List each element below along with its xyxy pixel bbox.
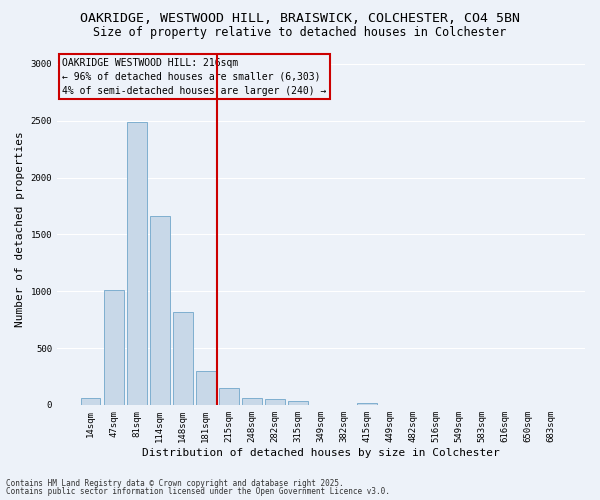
Bar xyxy=(288,402,308,405)
Y-axis label: Number of detached properties: Number of detached properties xyxy=(15,131,25,326)
Bar xyxy=(219,388,239,405)
Text: Size of property relative to detached houses in Colchester: Size of property relative to detached ho… xyxy=(94,26,506,39)
Bar xyxy=(357,402,377,405)
Bar xyxy=(242,398,262,405)
Bar xyxy=(265,399,284,405)
Bar xyxy=(81,398,100,405)
Text: OAKRIDGE WESTWOOD HILL: 216sqm
← 96% of detached houses are smaller (6,303)
4% o: OAKRIDGE WESTWOOD HILL: 216sqm ← 96% of … xyxy=(62,58,326,96)
Text: Contains public sector information licensed under the Open Government Licence v3: Contains public sector information licen… xyxy=(6,487,390,496)
Bar xyxy=(150,216,170,405)
Text: OAKRIDGE, WESTWOOD HILL, BRAISWICK, COLCHESTER, CO4 5BN: OAKRIDGE, WESTWOOD HILL, BRAISWICK, COLC… xyxy=(80,12,520,26)
Bar xyxy=(104,290,124,405)
Bar xyxy=(173,312,193,405)
X-axis label: Distribution of detached houses by size in Colchester: Distribution of detached houses by size … xyxy=(142,448,500,458)
Bar xyxy=(127,122,146,405)
Text: Contains HM Land Registry data © Crown copyright and database right 2025.: Contains HM Land Registry data © Crown c… xyxy=(6,478,344,488)
Bar xyxy=(196,372,215,405)
